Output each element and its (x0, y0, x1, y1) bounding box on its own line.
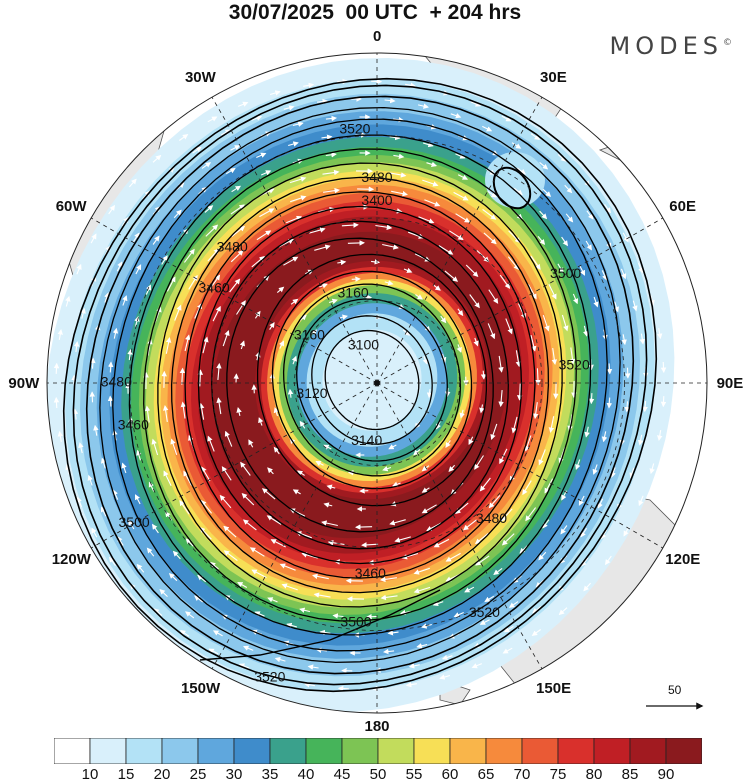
wind-vector (591, 393, 592, 403)
longitude-label: 150W (181, 680, 220, 697)
wind-vector (200, 370, 201, 386)
contour-label: 3100 (348, 337, 379, 353)
contour-label: 3480 (101, 374, 132, 390)
colorbar-swatch (162, 738, 198, 764)
colorbar-swatch (630, 738, 666, 764)
wind-vector (663, 396, 664, 406)
colorbar-tick-label: 30 (214, 766, 254, 783)
contour-label: 3500 (119, 514, 150, 530)
wind-vector (93, 359, 94, 369)
colorbar-tick-label: 75 (538, 766, 578, 783)
wind-vector (609, 363, 610, 373)
contour-label: 3140 (351, 432, 382, 448)
colorbar-swatch (306, 738, 342, 764)
longitude-label: 90W (8, 375, 39, 392)
colorbar-tick-label: 90 (646, 766, 686, 783)
contour-label: 3500 (550, 265, 581, 281)
colorbar-swatch (90, 738, 126, 764)
colorbar-swatch (378, 738, 414, 764)
contour-label: 3460 (355, 565, 386, 581)
wind-vector (339, 688, 349, 689)
contour-label: 3500 (340, 614, 371, 630)
colorbar-swatch (126, 738, 162, 764)
contour-label: 3160 (294, 326, 325, 342)
wind-vector (56, 364, 57, 374)
longitude-label: 60W (56, 198, 87, 215)
colorbar-swatch (54, 738, 90, 764)
contour-label: 3460 (199, 280, 230, 296)
longitude-label: 30W (185, 69, 216, 86)
colorbar-tick-label: 45 (322, 766, 362, 783)
contour-label: 3520 (559, 356, 590, 372)
longitude-label: 120E (665, 551, 700, 568)
wind-vector (371, 81, 381, 82)
colorbar-swatch (558, 738, 594, 764)
wind-vector (110, 397, 111, 407)
colorbar-tick-label: 80 (574, 766, 614, 783)
colorbar-tick-label: 60 (430, 766, 470, 783)
colorbar-swatch (486, 738, 522, 764)
colorbar-tick-label: 50 (358, 766, 398, 783)
colorbar-tick-label: 35 (250, 766, 290, 783)
colorbar-swatch (342, 738, 378, 764)
wind-vector (356, 527, 372, 528)
contour-label: 3400 (361, 192, 392, 208)
contour-label: 3520 (254, 668, 285, 684)
vector-scale-label: 50 (668, 683, 681, 697)
longitude-label: 90E (717, 375, 744, 392)
wind-vector (483, 371, 484, 379)
wind-vector (348, 243, 364, 244)
contour-label: 3480 (476, 510, 507, 526)
colorbar-tick-label: 65 (466, 766, 506, 783)
contour-label: 3480 (361, 169, 392, 185)
longitude-label: 120W (52, 551, 91, 568)
colorbar-swatch (234, 738, 270, 764)
colorbar-tick-label: 20 (142, 766, 182, 783)
colorbar-swatch (594, 738, 630, 764)
contour-label: 3460 (118, 417, 149, 433)
wind-vector (609, 398, 610, 408)
colorbar-swatch (666, 738, 702, 764)
colorbar-swatch (270, 738, 306, 764)
colorbar-swatch (522, 738, 558, 764)
colorbar-swatch (414, 738, 450, 764)
contour-label: 3480 (217, 239, 248, 255)
longitude-label: 30E (540, 69, 567, 86)
wind-vector (56, 398, 57, 408)
colorbar-tick-label: 70 (502, 766, 542, 783)
colorbar-swatch (198, 738, 234, 764)
wind-vector (627, 401, 628, 411)
longitude-label: 60E (669, 198, 696, 215)
polar-map: 3520 3480 3480 3400 3460 3160 3160 3100 3120 3140… (0, 0, 750, 735)
pole-marker (374, 380, 380, 386)
longitude-label: 150E (536, 680, 571, 697)
longitude-label: 180 (365, 718, 390, 735)
colorbar-tick-label: 85 (610, 766, 650, 783)
colorbar-tick-label: 15 (106, 766, 146, 783)
colorbar (54, 738, 702, 764)
wind-vector (663, 362, 664, 372)
colorbar-tick-label: 10 (70, 766, 110, 783)
wind-vector (110, 363, 111, 373)
contour-label: 3520 (339, 121, 370, 137)
longitude-label: 0 (373, 28, 381, 45)
colorbar-swatch (450, 738, 486, 764)
contour-label: 3160 (338, 284, 369, 300)
wind-vector (520, 384, 521, 400)
colorbar-tick-label: 40 (286, 766, 326, 783)
colorbar-tick-label: 25 (178, 766, 218, 783)
contour-label: 3120 (296, 385, 327, 401)
contour-label: 3520 (469, 604, 500, 620)
colorbar-tick-label: 55 (394, 766, 434, 783)
